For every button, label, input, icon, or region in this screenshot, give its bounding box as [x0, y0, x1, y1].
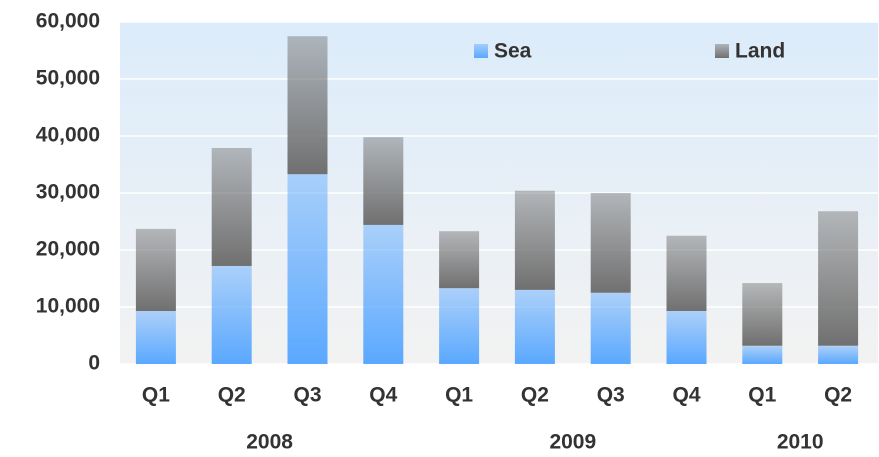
x-tick-label: Q3: [293, 384, 321, 407]
bar-segment: [590, 193, 631, 293]
legend-swatch: [474, 44, 488, 58]
bar-segment: [742, 283, 783, 346]
group-label: 2009: [549, 431, 596, 454]
bar-segment: [211, 147, 252, 266]
y-tick-label: 10,000: [36, 295, 100, 318]
bar-segment: [590, 292, 631, 364]
y-tick-label: 0: [88, 352, 100, 375]
bar-segment: [514, 190, 555, 290]
legend-swatch: [715, 44, 729, 58]
y-tick-label: 30,000: [36, 181, 100, 204]
group-label: 2008: [246, 431, 293, 454]
bar-segment: [363, 137, 404, 225]
bar-segment: [439, 231, 480, 289]
bar-segment: [287, 174, 328, 364]
bar-segment: [666, 310, 707, 364]
bar-segment: [514, 289, 555, 364]
x-tick-label: Q4: [369, 384, 397, 407]
bar-segment: [135, 310, 176, 364]
x-tick-label: Q2: [824, 384, 852, 407]
x-tick-label: Q2: [521, 384, 549, 407]
bar-segment: [211, 265, 252, 364]
x-tick-label: Q3: [597, 384, 625, 407]
legend-label: Sea: [494, 40, 532, 63]
x-tick-label: Q1: [142, 384, 170, 407]
bar-segment: [742, 345, 783, 364]
bar-segment: [439, 288, 480, 364]
legend-label: Land: [735, 40, 785, 63]
y-tick-label: 20,000: [36, 238, 100, 261]
y-tick-label: 60,000: [36, 10, 100, 33]
bar-segment: [818, 211, 859, 346]
y-tick-label: 40,000: [36, 124, 100, 147]
x-tick-label: Q1: [445, 384, 473, 407]
y-tick-label: 50,000: [36, 67, 100, 90]
bar-segment: [363, 224, 404, 364]
bar-segment: [135, 228, 176, 311]
x-tick-label: Q4: [672, 384, 700, 407]
group-label: 2010: [777, 431, 824, 454]
bar-segment: [818, 345, 859, 364]
x-tick-label: Q2: [218, 384, 246, 407]
x-tick-label: Q1: [748, 384, 776, 407]
bar-segment: [666, 235, 707, 311]
bar-segment: [287, 36, 328, 175]
